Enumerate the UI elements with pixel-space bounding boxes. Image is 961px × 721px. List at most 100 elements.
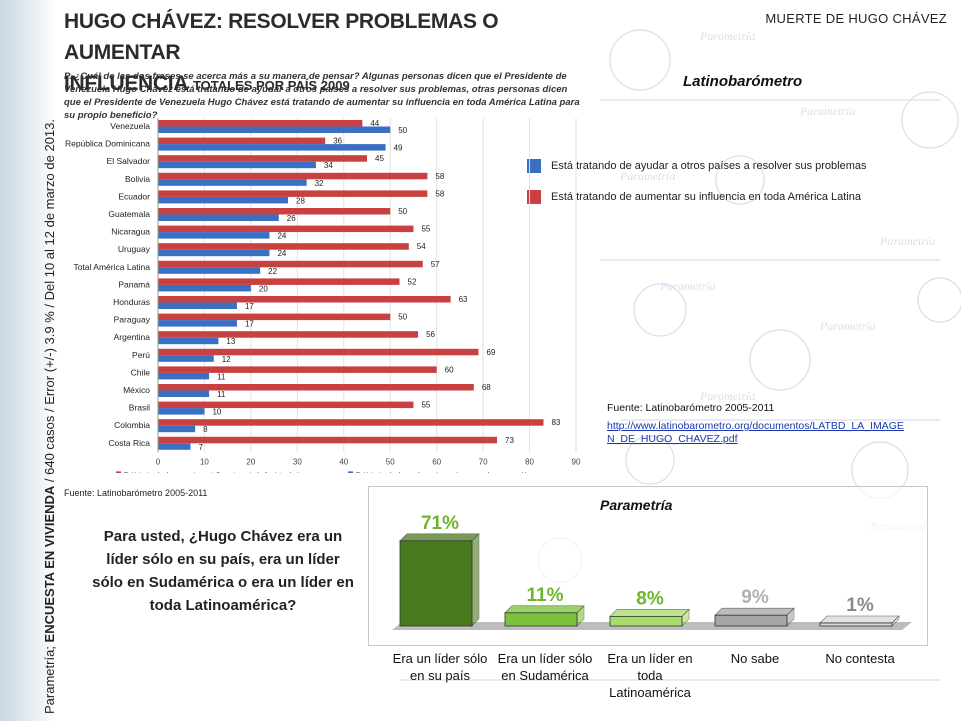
data-label-red: 50 [398,207,407,216]
data-label-blue: 17 [245,320,254,329]
data-label-red: 54 [417,242,426,251]
category-label: Chile [131,367,151,377]
bar [504,612,578,627]
bar-red [158,331,419,338]
bar-blue [158,161,316,169]
bar [399,540,473,627]
bar-value-label: 8% [636,588,664,609]
x-tick-label: 60 [432,457,441,466]
data-label-blue: 28 [296,196,305,205]
bar-top [609,609,690,617]
bar-value-label: 1% [846,595,874,616]
svg-text:Parametría: Parametría [699,29,755,43]
data-label-blue: 26 [287,214,296,223]
data-label-red: 36 [333,137,342,146]
bar-blue [158,267,261,274]
bar-blue [158,425,196,433]
data-label-blue: 49 [394,144,403,153]
side-prefix: Parametría; [42,642,57,714]
data-label-blue: 50 [398,126,407,135]
data-label-red: 68 [482,383,491,392]
category-label: Brasil [129,403,150,413]
x-tick-label: 40 [339,457,348,466]
side-rest: / 640 casos / Error (+/-) 3.9 % / Del 10… [42,119,57,486]
bar-side [471,533,480,627]
data-label-red: 73 [505,436,514,445]
svg-text:Parametría: Parametría [799,104,855,118]
side-bold: ENCUESTA EN VIVIENDA [42,485,57,643]
bar-blue [158,196,289,204]
bar-red [158,225,414,233]
bar-blue [158,284,251,292]
data-label-red: 55 [421,225,430,234]
x-tick-label: 30 [293,457,302,466]
source-text: Fuente: Latinobarómetro 2005-2011 [607,402,775,414]
category-label: No contesta [825,651,895,666]
category-label: El Salvador [107,156,151,166]
side-decoration-strip [0,0,58,721]
legend-item-red: Está tratando de aumentar su influencia … [527,181,867,212]
bar-value-label: 71% [421,513,459,534]
legend-label-red: Está tratando de aumentar su influencia … [551,190,862,203]
section-title: MUERTE DE HUGO CHÁVEZ [765,11,947,26]
legend-label-blue: Está tratando de ayudar a otros países a… [551,159,867,172]
x-tick-label: 10 [200,457,209,466]
data-label-blue: 32 [315,179,324,188]
bar [714,614,788,627]
bar-blue [158,355,214,362]
data-label-blue: 20 [259,284,268,293]
title-sub: TOTALES POR PAÍS 2009 [192,78,350,93]
data-label-blue: 24 [277,232,286,241]
data-label-blue: 7 [199,443,204,452]
x-tick-label: 0 [156,457,161,466]
category-label: Nicaragua [111,227,150,237]
legend-swatch-red [527,189,541,204]
category-label: Era un líder sólo en Sudamérica [497,651,593,683]
bar-red [158,419,544,426]
data-label-red: 63 [459,295,468,304]
data-label-red: 83 [551,418,560,427]
category-label: Era un líder sólo en su país [392,651,488,683]
data-label-red: 58 [435,172,444,181]
data-label-blue: 11 [217,372,226,381]
svg-text:Parametría: Parametría [819,319,875,333]
category-label: Guatemala [108,209,150,219]
bar-blue [158,372,210,380]
svg-text:Parametría: Parametría [619,169,675,183]
data-label-blue: 24 [277,249,286,258]
parametria-question: Para usted, ¿Hugo Chávez era un líder só… [92,528,354,614]
bar-top [819,615,900,624]
bar-red [158,208,391,215]
data-label-blue: 34 [324,161,333,170]
category-label: Bolivia [125,174,150,184]
bar-blue [158,179,307,186]
bar-blue [158,302,237,309]
bar-red [158,137,326,145]
x-tick-label: 20 [246,457,255,466]
data-label-red: 45 [375,154,384,163]
legend-item-blue: Está tratando de ayudar a otros países a… [527,150,867,181]
bar [819,622,893,627]
bar-red [158,190,428,197]
category-label: Paraguay [114,315,151,325]
bar-red [158,401,414,409]
bottom-legend-label-red: Está tratando de aumentar su influencia … [124,471,308,473]
bar [609,615,683,627]
latinobarometro-title: Latinobarómetro [683,73,803,90]
data-label-red: 52 [408,277,417,286]
bar-blue [158,443,191,450]
category-label: Total América Latina [73,262,150,272]
bar-blue [158,390,210,397]
data-label-red: 60 [445,365,454,374]
bar-blue [158,320,237,327]
category-label: México [123,385,150,395]
x-tick-label: 90 [572,457,581,466]
bar-red [158,384,474,391]
source-link[interactable]: http://www.latinobarometro.org/documento… [607,420,904,445]
bar-top [504,605,585,614]
category-label: Perú [132,350,150,360]
bar-red [158,155,367,162]
survey-question: P. ¿Cuál de las dos frases se acerca más… [64,71,580,121]
x-tick-label: 80 [525,457,534,466]
data-label-red: 50 [398,313,407,322]
